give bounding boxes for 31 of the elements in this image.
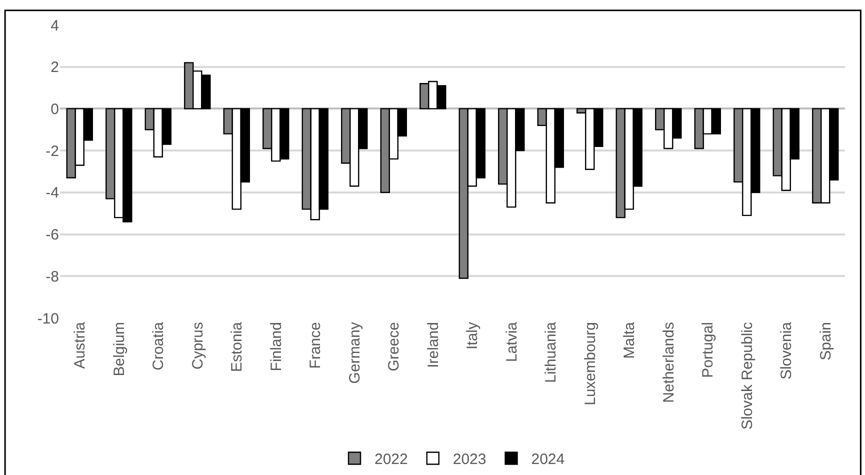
y-tick-label: -4	[46, 184, 59, 202]
x-tick-label: Italy	[464, 322, 482, 350]
legend-label: 2023	[452, 451, 486, 468]
y-tick-label: 0	[50, 100, 59, 118]
x-tick-label: Latvia	[503, 321, 520, 362]
y-tick-label: -6	[46, 226, 59, 244]
x-tick-label: Belgium	[110, 322, 128, 376]
x-tick-label: Lithuania	[542, 321, 560, 383]
y-tick-label: 4	[50, 17, 59, 34]
x-tick-label: Ireland	[424, 322, 442, 368]
y-tick-label: 2	[50, 59, 59, 76]
x-tick-label: Malta	[621, 321, 638, 359]
x-tick-label: Portugal	[700, 322, 717, 378]
y-tick-label: -8	[46, 268, 59, 286]
x-tick-label: Estonia	[228, 321, 246, 372]
x-tick-label: Finland	[268, 322, 285, 372]
x-tick-label: Spain	[817, 322, 834, 360]
x-tick-label: Luxembourg	[582, 322, 599, 406]
x-tick-label: Greece	[386, 322, 403, 372]
legend-label: 2022	[374, 451, 408, 468]
x-tick-label: Germany	[346, 322, 364, 384]
legend-label: 2024	[531, 451, 565, 468]
x-tick-label: Slovak Republic	[738, 322, 756, 430]
x-tick-label: Cyprus	[189, 322, 206, 370]
x-tick-label: Slovenia	[778, 321, 796, 380]
x-tick-label: Netherlands	[660, 322, 678, 403]
y-tick-label: -10	[37, 310, 59, 328]
x-tick-label: Croatia	[150, 321, 168, 370]
y-tick-label: -2	[46, 142, 59, 160]
x-tick-label: France	[307, 322, 324, 369]
x-tick-label: Austria	[72, 321, 89, 369]
